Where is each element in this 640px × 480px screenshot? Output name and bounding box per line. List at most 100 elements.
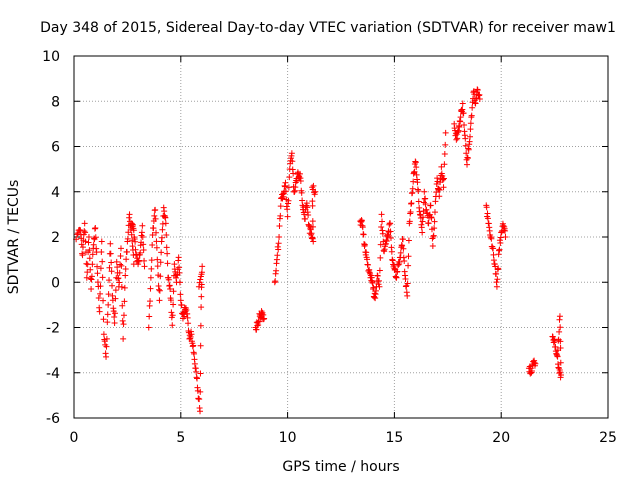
data-point: [87, 266, 94, 273]
data-point: [309, 198, 316, 205]
data-point: [557, 324, 564, 331]
data-point: [364, 256, 371, 263]
data-point: [420, 208, 427, 215]
data-point: [440, 184, 447, 191]
data-point: [89, 251, 96, 258]
data-point: [126, 211, 133, 218]
data-point: [122, 272, 129, 279]
x-tick-label: 5: [176, 430, 185, 446]
data-point: [431, 209, 438, 216]
data-point: [397, 249, 404, 256]
data-point: [92, 234, 99, 241]
data-point: [557, 359, 564, 366]
data-point: [85, 239, 92, 246]
data-point: [394, 268, 401, 275]
x-tick-label: 10: [279, 430, 297, 446]
series-segment-2: [128, 220, 148, 270]
data-point: [141, 257, 148, 264]
data-point: [430, 232, 437, 239]
data-point: [305, 212, 312, 219]
data-point: [98, 249, 105, 256]
data-point: [121, 298, 128, 305]
data-point: [177, 291, 184, 298]
data-point: [92, 224, 99, 231]
data-point: [190, 342, 197, 349]
data-point: [310, 223, 317, 230]
y-tick-label: 2: [51, 230, 60, 246]
data-point: [456, 123, 463, 130]
data-point: [120, 335, 127, 342]
data-point: [288, 150, 295, 157]
data-point: [99, 258, 106, 265]
data-point: [116, 269, 123, 276]
data-point: [490, 245, 497, 252]
data-point: [108, 259, 115, 266]
data-point: [285, 184, 292, 191]
data-point: [483, 204, 490, 211]
data-point: [290, 170, 297, 177]
data-point: [167, 297, 174, 304]
data-point: [464, 155, 471, 162]
data-point: [176, 279, 183, 286]
data-point: [282, 188, 289, 195]
data-point: [169, 312, 176, 319]
data-point: [554, 347, 561, 354]
data-point: [435, 185, 442, 192]
data-point: [194, 375, 201, 382]
data-point: [130, 227, 137, 234]
data-point: [184, 314, 191, 321]
data-point: [376, 267, 383, 274]
data-point: [199, 263, 206, 270]
data-point: [106, 277, 113, 284]
data-point: [82, 229, 89, 236]
data-point: [83, 260, 90, 267]
data-point: [440, 175, 447, 182]
data-point: [383, 238, 390, 245]
x-tick-label: 20: [492, 430, 510, 446]
data-point: [164, 250, 171, 257]
data-point: [255, 318, 262, 325]
data-point: [406, 218, 413, 225]
data-point: [273, 267, 280, 274]
data-point: [196, 279, 203, 286]
data-point: [493, 283, 500, 290]
data-point: [119, 317, 126, 324]
data-point: [103, 335, 110, 342]
data-point: [414, 179, 421, 186]
data-point: [159, 226, 166, 233]
data-point: [374, 272, 381, 279]
data-point: [86, 255, 93, 262]
data-point: [140, 246, 147, 253]
data-point: [113, 258, 120, 265]
data-point: [359, 224, 366, 231]
data-point: [82, 238, 89, 245]
data-point: [196, 396, 203, 403]
data-point: [163, 244, 170, 251]
data-point: [442, 141, 449, 148]
data-point: [139, 233, 146, 240]
data-point: [121, 284, 128, 291]
data-point: [97, 290, 104, 297]
series-segment-7: [451, 86, 483, 168]
data-point: [139, 222, 146, 229]
y-tick-label: -2: [46, 321, 60, 337]
grid-lines: [74, 56, 608, 418]
series-segment-1: [73, 211, 137, 360]
data-point: [197, 388, 204, 395]
y-tick-label: 6: [51, 140, 60, 156]
data-point: [457, 114, 464, 121]
data-point: [150, 225, 157, 232]
data-point: [145, 324, 152, 331]
data-point: [427, 202, 434, 209]
data-point: [532, 360, 539, 367]
data-point: [286, 174, 293, 181]
data-point: [410, 178, 417, 185]
data-point: [308, 230, 315, 237]
data-point: [81, 220, 88, 227]
data-point: [467, 120, 474, 127]
y-axis-label: SDTVAR / TECUs: [6, 180, 22, 295]
data-point: [433, 180, 440, 187]
axis-ticks: 0 5 10 15 20 25 -6 -4 -2 0 2 4 6 8 10: [42, 49, 617, 446]
data-point: [176, 264, 183, 271]
data-point: [461, 122, 468, 129]
